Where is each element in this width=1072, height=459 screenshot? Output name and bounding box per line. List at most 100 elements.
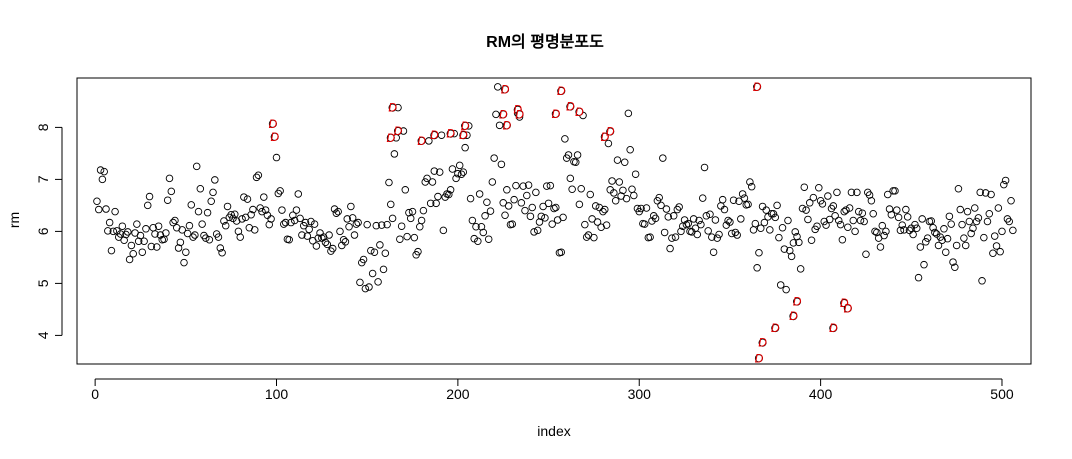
data-point bbox=[350, 231, 359, 239]
data-point bbox=[898, 221, 906, 229]
x-tick-label: 500 bbox=[990, 386, 1014, 402]
data-point bbox=[693, 230, 702, 239]
data-point bbox=[472, 222, 480, 231]
data-point bbox=[454, 169, 462, 178]
data-point bbox=[813, 222, 821, 230]
data-point bbox=[713, 234, 721, 242]
data-point bbox=[655, 193, 663, 202]
data-point bbox=[724, 216, 732, 225]
data-point bbox=[622, 194, 631, 203]
outlier-point: D bbox=[771, 321, 780, 335]
data-point bbox=[646, 233, 654, 241]
data-point bbox=[557, 248, 566, 256]
data-point bbox=[695, 216, 703, 225]
outlier-point: D bbox=[270, 130, 279, 144]
data-point bbox=[564, 151, 573, 159]
outlier-point: D bbox=[793, 295, 802, 309]
outlier-label: D bbox=[269, 117, 278, 131]
data-point bbox=[918, 215, 926, 223]
data-point bbox=[940, 225, 948, 233]
data-point bbox=[445, 190, 453, 199]
data-point bbox=[987, 190, 995, 199]
data-point bbox=[851, 227, 859, 236]
data-point bbox=[1000, 180, 1008, 189]
data-point bbox=[203, 208, 212, 217]
data-point bbox=[189, 233, 197, 241]
data-point bbox=[133, 220, 141, 228]
outlier-label: D bbox=[793, 295, 802, 309]
outlier-marker bbox=[270, 132, 279, 141]
y-axis: 4 5 6 7 8 bbox=[35, 123, 63, 339]
data-point bbox=[194, 207, 203, 216]
data-point bbox=[336, 227, 344, 236]
data-point bbox=[365, 283, 373, 291]
data-point bbox=[503, 186, 511, 194]
data-point bbox=[530, 228, 538, 236]
data-point bbox=[715, 230, 723, 239]
data-point bbox=[374, 278, 382, 286]
data-point bbox=[954, 185, 963, 193]
data-point bbox=[524, 181, 533, 189]
data-point bbox=[807, 236, 816, 244]
data-point bbox=[702, 212, 711, 220]
y-tick-label: 5 bbox=[35, 279, 51, 287]
data-point bbox=[965, 217, 974, 226]
outlier-label: D bbox=[461, 119, 470, 133]
data-point bbox=[151, 230, 159, 238]
x-axis-label: index bbox=[537, 423, 570, 439]
data-point bbox=[381, 249, 390, 257]
data-point bbox=[666, 244, 674, 253]
data-point bbox=[903, 213, 912, 221]
data-point bbox=[735, 197, 743, 205]
data-point bbox=[720, 205, 729, 214]
outlier-point: D bbox=[557, 84, 566, 98]
data-point bbox=[972, 217, 981, 226]
data-point bbox=[396, 235, 404, 243]
data-point bbox=[211, 176, 219, 184]
data-point bbox=[887, 211, 896, 219]
outlier-marker bbox=[499, 110, 508, 119]
data-point bbox=[287, 218, 295, 227]
data-point bbox=[428, 178, 437, 186]
data-point bbox=[169, 218, 177, 227]
data-point bbox=[127, 241, 136, 250]
data-point bbox=[758, 202, 767, 211]
data-point bbox=[825, 215, 834, 224]
data-point bbox=[198, 220, 206, 228]
data-point bbox=[479, 228, 488, 237]
data-point bbox=[651, 214, 660, 223]
data-point bbox=[221, 221, 230, 230]
data-point bbox=[911, 220, 919, 229]
data-point bbox=[956, 205, 965, 214]
data-point bbox=[769, 209, 778, 218]
data-point bbox=[744, 200, 752, 209]
data-point bbox=[559, 213, 567, 222]
data-point bbox=[550, 204, 558, 213]
data-point bbox=[416, 222, 424, 231]
data-point bbox=[301, 218, 310, 227]
data-point bbox=[457, 170, 466, 178]
data-point bbox=[909, 230, 917, 239]
outlier-marker bbox=[430, 131, 439, 140]
data-point bbox=[842, 206, 850, 214]
data-point bbox=[738, 190, 747, 198]
data-point bbox=[891, 187, 899, 195]
data-point bbox=[423, 174, 431, 183]
data-point bbox=[483, 198, 491, 207]
data-point bbox=[240, 193, 248, 201]
data-point bbox=[310, 220, 319, 228]
data-point bbox=[709, 248, 718, 256]
outlier-marker bbox=[268, 119, 277, 128]
outlier-marker bbox=[557, 86, 566, 96]
data-point bbox=[561, 135, 569, 143]
data-point bbox=[787, 252, 796, 261]
data-point bbox=[860, 217, 868, 226]
data-point bbox=[757, 224, 765, 233]
data-point bbox=[593, 218, 602, 226]
outlier-label: D bbox=[270, 130, 279, 144]
data-point bbox=[822, 221, 830, 229]
data-point bbox=[153, 243, 161, 251]
outlier-label: D bbox=[503, 118, 512, 132]
data-point bbox=[780, 245, 789, 253]
data-point bbox=[272, 153, 281, 162]
